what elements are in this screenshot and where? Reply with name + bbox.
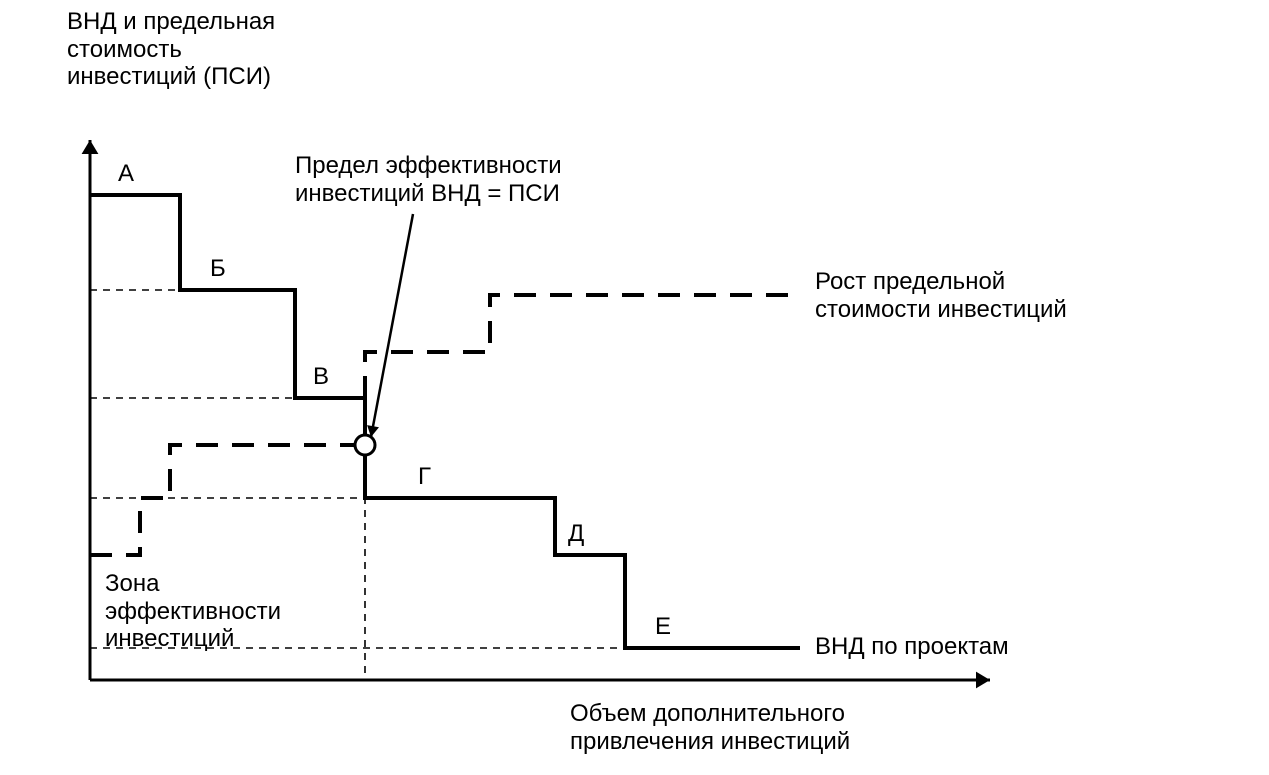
step-label-e: Е [655, 613, 671, 641]
dashed-curve-label: Рост предельной стоимости инвестиций [815, 268, 1067, 323]
zone-label: Зона эффективности инвестиций [105, 570, 281, 653]
callout-label: Предел эффективности инвестиций ВНД = ПС… [295, 152, 562, 207]
x-axis-title: Объем дополнительного привлечения инвест… [570, 700, 850, 755]
solid-curve-label: ВНД по проектам [815, 633, 1009, 661]
step-label-b: Б [210, 255, 226, 283]
step-label-d: Д [568, 520, 584, 548]
step-label-a: А [118, 160, 134, 188]
step-label-v: В [313, 363, 329, 391]
chart-svg [0, 0, 1269, 775]
y-axis-title: ВНД и предельная стоимость инвестиций (П… [67, 8, 275, 91]
step-label-g: Г [418, 463, 431, 491]
chart-stage: ВНД и предельная стоимость инвестиций (П… [0, 0, 1269, 775]
